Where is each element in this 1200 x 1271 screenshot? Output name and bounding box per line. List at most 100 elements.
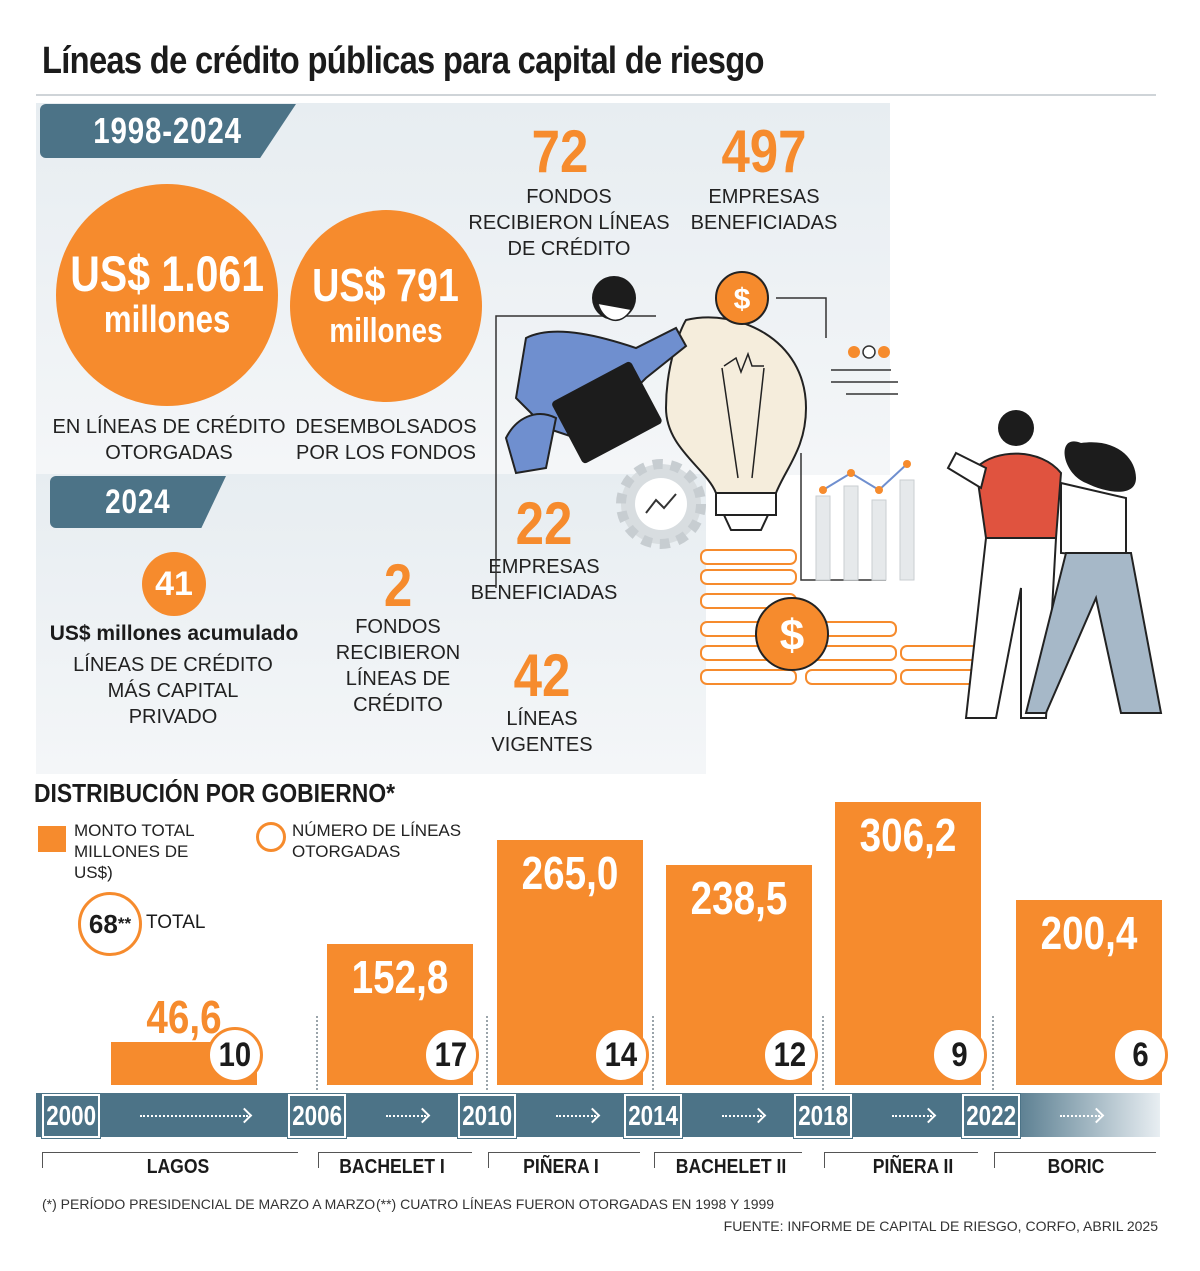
dollar-coin-icon: $ bbox=[755, 597, 829, 671]
year-marker: 2022 bbox=[962, 1094, 1020, 1138]
funds-caption-2024: FONDOS RECIBIERON LÍNEAS DE CRÉDITO bbox=[335, 616, 461, 716]
government-period-line bbox=[994, 1152, 1156, 1168]
lines-count-value: 10 bbox=[218, 1035, 252, 1074]
timeline-arrow bbox=[386, 1115, 426, 1117]
government-label: PIÑERA II bbox=[851, 1156, 975, 1179]
government-period-line bbox=[824, 1152, 978, 1168]
accum-number-circle: 41 bbox=[142, 552, 206, 616]
total-lines-number: 68 bbox=[88, 908, 118, 939]
government-period-line bbox=[654, 1152, 802, 1168]
total-lines-label: TOTAL bbox=[146, 912, 206, 933]
bar-value-label: 265,0 bbox=[521, 847, 619, 899]
title-divider bbox=[36, 94, 1156, 96]
year-label: 2014 bbox=[628, 1100, 678, 1131]
bar-value-label: 200,4 bbox=[1040, 907, 1138, 959]
period-ribbon-2024: 2024 bbox=[50, 476, 226, 528]
lines-number-2024: 42 bbox=[513, 642, 571, 709]
credit-lines-amount: US$ 1.061 bbox=[70, 246, 264, 302]
lines-count-circle: 14 bbox=[593, 1027, 649, 1083]
government-period-line bbox=[42, 1152, 298, 1168]
accum-caption: LÍNEAS DE CRÉDITO MÁS CAPITAL PRIVADO bbox=[73, 654, 273, 728]
lines-count-value: 17 bbox=[434, 1035, 468, 1074]
year-label: 2010 bbox=[462, 1100, 512, 1131]
accum-number: 41 bbox=[155, 564, 193, 603]
lines-caption-2024: LÍNEAS VIGENTES bbox=[491, 708, 593, 756]
year-label: 2000 bbox=[46, 1100, 96, 1131]
companies-number-1998: 497 bbox=[721, 118, 807, 185]
year-label: 2022 bbox=[966, 1100, 1016, 1131]
bar-value-label: 238,5 bbox=[690, 872, 788, 924]
year-marker: 2006 bbox=[288, 1094, 346, 1138]
companies-number-2024: 22 bbox=[515, 490, 573, 557]
total-lines-mark: ** bbox=[117, 914, 132, 933]
government-period-line bbox=[318, 1152, 472, 1168]
legend-lines-label: NÚMERO DE LÍNEAS OTORGADAS bbox=[292, 821, 462, 861]
distribution-title: DISTRIBUCIÓN POR GOBIERNO* bbox=[34, 778, 396, 808]
footnote-period: (*) PERÍODO PRESIDENCIAL DE MARZO A MARZ… bbox=[42, 1196, 376, 1212]
lines-count-circle: 17 bbox=[423, 1027, 479, 1083]
funds-caption-1998: FONDOS RECIBIERON LÍNEAS DE CRÉDITO bbox=[468, 186, 670, 260]
government-label: PIÑERA I bbox=[499, 1156, 623, 1179]
bar-value-label: 152,8 bbox=[351, 951, 449, 1003]
dollar-coin-icon: $ bbox=[715, 271, 769, 325]
lines-count-circle: 6 bbox=[1112, 1027, 1168, 1083]
accum-bold-label: US$ millones acumulado bbox=[49, 622, 299, 645]
lightbulb-icon bbox=[664, 316, 808, 531]
total-lines-circle: 68 ** bbox=[78, 892, 142, 956]
year-label: 2006 bbox=[292, 1100, 342, 1131]
government-period-line bbox=[488, 1152, 640, 1168]
legend-lines-swatch bbox=[256, 822, 286, 852]
gear-chart-icon bbox=[616, 459, 706, 549]
year-marker: 2010 bbox=[458, 1094, 516, 1138]
credit-lines-caption: EN LÍNEAS DE CRÉDITO OTORGADAS bbox=[52, 416, 286, 464]
year-marker: 2018 bbox=[794, 1094, 852, 1138]
separator bbox=[316, 1016, 318, 1090]
lines-count-circle: 12 bbox=[762, 1027, 818, 1083]
companies-caption-1998: EMPRESAS BENEFICIADAS bbox=[690, 186, 838, 234]
svg-text:$: $ bbox=[734, 283, 751, 316]
disbursed-caption: DESEMBOLSADOS POR LOS FONDOS bbox=[295, 416, 477, 464]
legend-amount-swatch bbox=[38, 826, 66, 852]
bar-chart-icon bbox=[800, 453, 915, 581]
timeline-arrow bbox=[140, 1115, 248, 1117]
bar-value-label: 306,2 bbox=[859, 809, 957, 861]
companies-caption-2024: EMPRESAS BENEFICIADAS bbox=[470, 556, 618, 604]
svg-text:$: $ bbox=[780, 611, 804, 660]
separator bbox=[486, 1016, 488, 1090]
separator bbox=[652, 1016, 654, 1090]
funds-number-2024: 2 bbox=[383, 552, 413, 619]
timeline-arrow bbox=[556, 1115, 596, 1117]
government-label: BACHELET I bbox=[330, 1156, 454, 1179]
lines-count-circle: 10 bbox=[207, 1027, 263, 1083]
credit-lines-amount-circle: US$ 1.061 millones bbox=[56, 184, 278, 406]
period-ribbon-1998-2024: 1998-2024 bbox=[40, 104, 296, 158]
government-label: BACHELET II bbox=[669, 1156, 793, 1179]
bar-value-label: 46,6 bbox=[146, 991, 222, 1043]
separator bbox=[822, 1016, 824, 1090]
footnote-lines: (**) CUATRO LÍNEAS FUERON OTORGADAS EN 1… bbox=[376, 1196, 775, 1212]
year-marker: 2014 bbox=[624, 1094, 682, 1138]
funds-number-1998: 72 bbox=[531, 118, 589, 185]
separator bbox=[992, 1016, 994, 1090]
disbursed-amount-circle: US$ 791 millones bbox=[290, 210, 482, 402]
lines-count-value: 12 bbox=[773, 1035, 807, 1074]
lines-count-circle: 9 bbox=[931, 1027, 987, 1083]
timeline-arrow bbox=[1060, 1115, 1100, 1117]
timeline-arrow bbox=[892, 1115, 932, 1117]
source-note: FUENTE: INFORME DE CAPITAL DE RIESGO, CO… bbox=[723, 1218, 1158, 1234]
government-label: BORIC bbox=[1014, 1156, 1138, 1179]
disbursed-unit: millones bbox=[329, 312, 443, 350]
legend-amount-label: MONTO TOTAL MILLONES DE US$) bbox=[74, 821, 194, 882]
government-label: LAGOS bbox=[116, 1156, 240, 1179]
lines-count-value: 14 bbox=[604, 1035, 638, 1074]
lines-count-value: 9 bbox=[950, 1035, 968, 1074]
disbursed-amount: US$ 791 bbox=[312, 259, 460, 311]
year-label: 2018 bbox=[798, 1100, 848, 1131]
lines-count-value: 6 bbox=[1131, 1035, 1149, 1074]
people-illustration: $ $ bbox=[495, 271, 1163, 719]
year-marker: 2000 bbox=[42, 1094, 100, 1138]
page-title: Líneas de crédito públicas para capital … bbox=[42, 40, 764, 82]
timeline-arrow bbox=[722, 1115, 762, 1117]
